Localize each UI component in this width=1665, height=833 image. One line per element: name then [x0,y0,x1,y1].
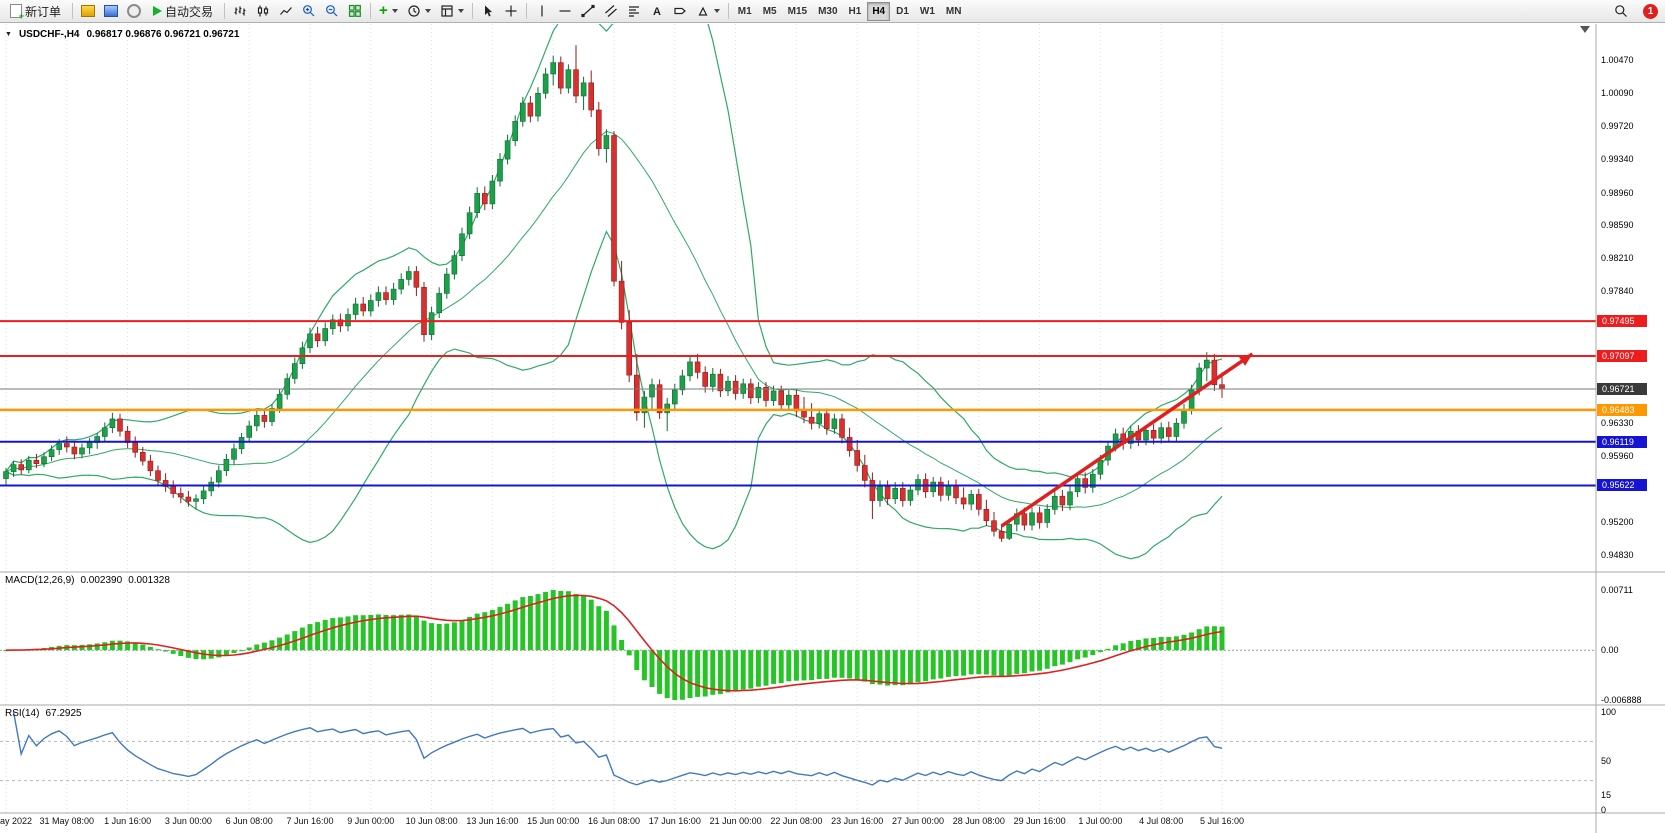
timeframe-mn-button[interactable]: MN [941,2,967,21]
toolbar-separator [471,3,473,19]
label-tool-button[interactable] [669,1,691,21]
chevron-down-icon [391,9,398,13]
template-icon [441,5,453,17]
add-indicator-button[interactable]: + [375,1,402,21]
channel-icon [604,5,617,17]
timeframe-toolbar: M1 M5 M15 M30 H1 H4 D1 W1 MN [733,1,967,21]
cursor-icon [484,5,492,17]
chevron-down-icon [457,9,464,13]
auto-trading-label: 自动交易 [165,4,214,19]
vertical-line-tool-button[interactable] [531,1,553,21]
toolbar-separator [525,3,527,19]
clock-icon [408,5,420,17]
timeframe-h1-button[interactable]: H1 [844,2,867,21]
line-chart-button[interactable] [275,1,297,21]
svg-text:A: A [653,6,661,18]
timeframe-h4-button[interactable]: H4 [867,1,891,21]
candlestick-chart-icon [257,5,269,17]
label-icon [674,7,686,15]
toolbar-separator [370,3,372,19]
crosshair-button[interactable] [500,1,522,21]
market-watch-button[interactable] [77,1,99,21]
zoom-out-icon [326,5,338,17]
toolbar-separator [72,3,74,19]
templates-button[interactable] [436,1,468,21]
fibonacci-tool-button[interactable] [623,1,645,21]
shapes-tool-button[interactable] [692,1,724,21]
data-window-button[interactable] [100,1,122,21]
zoom-in-icon [303,5,315,17]
horizontal-line-tool-button[interactable] [554,1,576,21]
candlestick-chart-button[interactable] [252,1,274,21]
text-icon: A [653,6,661,18]
auto-trading-button[interactable]: 自动交易 [146,1,220,21]
horizontal-line-icon [559,10,571,12]
data-window-icon [104,5,119,17]
cursor-button[interactable] [477,1,499,21]
timeframe-m5-button[interactable]: M5 [758,2,782,21]
timeframe-m15-button[interactable]: M15 [783,2,812,21]
tile-windows-icon [348,4,361,17]
timeframe-d1-button[interactable]: D1 [891,2,914,21]
channel-tool-button[interactable] [600,1,622,21]
navigator-button[interactable] [123,1,145,21]
play-icon [153,6,163,16]
new-order-label: 新订单 [25,4,62,19]
bar-chart-icon [234,6,246,16]
trendline-tool-button[interactable] [577,1,599,21]
trendline-icon [581,4,595,18]
navigator-icon [127,4,142,18]
shapes-icon [698,6,708,16]
chevron-down-icon [713,9,720,13]
new-order-icon [10,4,24,21]
line-chart-icon [280,7,292,15]
notification-badge[interactable]: 1 [1643,3,1658,19]
tile-windows-button[interactable] [344,1,366,21]
new-order-button[interactable]: 新订单 [3,1,68,21]
search-button[interactable] [1610,1,1632,21]
main-toolbar: 新订单 自动交易 + [0,0,1665,23]
market-watch-icon [81,5,96,17]
timeframe-m30-button[interactable]: M30 [813,2,842,21]
timeframe-w1-button[interactable]: W1 [915,2,940,21]
chevron-down-icon [424,9,431,13]
toolbar-separator [727,3,729,19]
zoom-in-button[interactable] [298,1,320,21]
plus-icon: + [379,2,388,19]
text-tool-button[interactable]: A [646,1,668,21]
search-icon [1615,5,1627,17]
vertical-line-icon [541,5,543,17]
periods-button[interactable] [403,1,435,21]
crosshair-icon [505,5,517,17]
bar-chart-button[interactable] [229,1,251,21]
toolbar-separator [224,3,226,19]
timeframe-m1-button[interactable]: M1 [733,2,757,21]
fibonacci-icon [628,6,639,17]
zoom-out-button[interactable] [321,1,343,21]
